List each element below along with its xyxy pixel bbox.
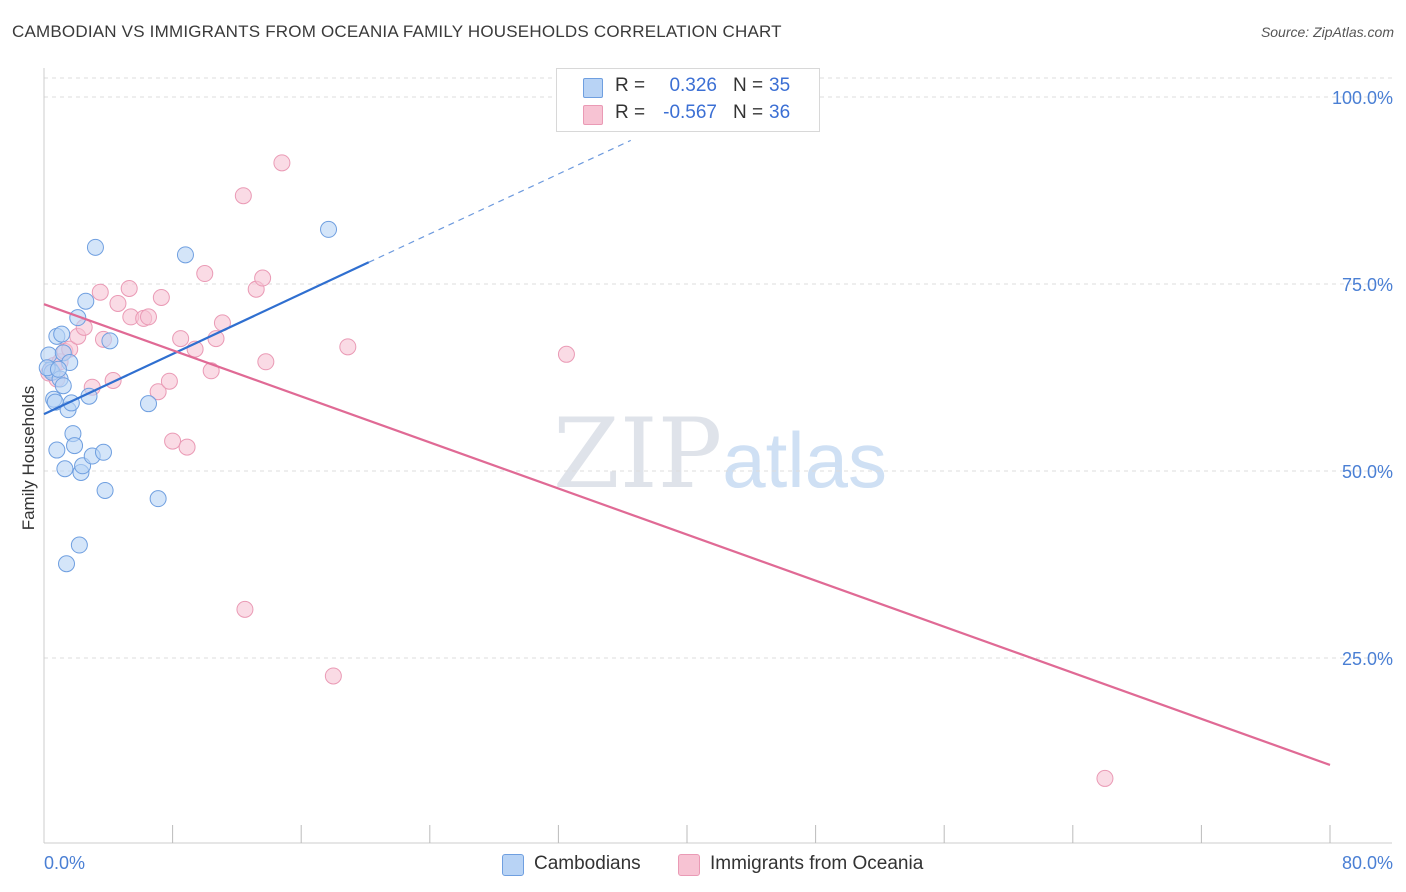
legend-swatch-blue	[502, 854, 524, 876]
cambodian-point	[77, 292, 95, 310]
cambodian-point	[54, 377, 72, 395]
cambodian-point	[149, 490, 167, 508]
cambodian-point	[320, 220, 338, 238]
legend-n-value: 35	[769, 75, 791, 96]
correlation-legend: R = 0.326 N = 35 R = -0.567 N = 36	[556, 68, 820, 132]
cambodian-point	[139, 395, 157, 413]
legend-r-value: 0.326	[669, 75, 717, 96]
legend-swatch-pink	[678, 854, 700, 876]
oceania-trend-line	[43, 303, 1331, 766]
series-oceania-points	[40, 154, 1114, 787]
axes	[43, 68, 1392, 844]
oceania-point	[104, 371, 122, 389]
oceania-point	[202, 362, 220, 380]
legend-label-cambodians: Cambodians	[534, 853, 641, 874]
cambodian-point	[58, 555, 76, 573]
cambodian-point	[66, 437, 84, 455]
cambodian-point	[48, 441, 66, 459]
grid-lines	[44, 77, 1392, 659]
legend-swatch-pink	[583, 105, 603, 125]
watermark-atlas: atlas	[722, 416, 887, 504]
y-tick-label: 75.0%	[1342, 275, 1393, 295]
oceania-point	[149, 383, 167, 401]
oceania-point	[196, 265, 214, 283]
y-tick-label: 100.0%	[1332, 88, 1393, 108]
cambodian-point	[96, 481, 114, 499]
cambodian-point	[56, 460, 74, 478]
cambodian-point	[49, 360, 67, 378]
cambodian-point	[101, 332, 119, 350]
oceania-point	[164, 432, 182, 450]
legend-r-label: R =	[615, 102, 646, 123]
legend-n-label: N =	[733, 75, 764, 96]
oceania-point	[339, 338, 357, 356]
watermark-zip: ZIP	[553, 398, 723, 510]
cambodian-point	[176, 246, 194, 264]
oceania-point	[152, 288, 170, 306]
oceania-point	[109, 294, 127, 312]
y-axis-label: Family Households	[19, 386, 38, 531]
cambodians-trend-line	[43, 261, 370, 416]
oceania-point	[257, 353, 275, 371]
oceania-point	[120, 279, 138, 297]
oceania-point	[273, 154, 291, 172]
cambodians-trend-extension	[368, 139, 631, 263]
y-tick-label: 25.0%	[1342, 649, 1393, 669]
cambodian-point	[86, 238, 104, 256]
x-tick-label-max: 80.0%	[1342, 853, 1393, 873]
oceania-point	[324, 667, 342, 685]
legend-r-value: -0.567	[663, 102, 717, 123]
cambodian-point	[70, 536, 88, 554]
source-label: Source: ZipAtlas.com	[1260, 24, 1394, 40]
chart-title: CAMBODIAN VS IMMIGRANTS FROM OCEANIA FAM…	[12, 22, 782, 41]
oceania-point	[160, 372, 178, 390]
series-legend: Cambodians Immigrants from Oceania	[0, 852, 1406, 878]
oceania-point	[139, 308, 157, 326]
watermark: ZIPatlas	[553, 398, 887, 510]
legend-r-label: R =	[615, 75, 646, 96]
cambodian-point	[69, 309, 87, 327]
oceania-point	[254, 269, 272, 287]
oceania-point	[178, 438, 196, 456]
x-tick-label-min: 0.0%	[44, 853, 85, 873]
cambodian-point	[94, 443, 112, 461]
y-tick-label: 50.0%	[1342, 462, 1393, 482]
legend-n-label: N =	[733, 102, 764, 123]
oceania-point	[236, 600, 254, 618]
legend-n-value: 36	[769, 102, 791, 123]
cambodian-point	[53, 325, 71, 343]
oceania-point	[1096, 769, 1114, 787]
legend-label-oceania: Immigrants from Oceania	[710, 853, 924, 874]
oceania-point	[91, 283, 109, 301]
oceania-point	[234, 187, 252, 205]
oceania-point	[557, 345, 575, 363]
trend-lines	[43, 139, 1331, 766]
oceania-point	[172, 330, 190, 348]
legend-swatch-blue	[583, 78, 603, 98]
tick-labels: 25.0% 50.0% 75.0% 100.0% 0.0% 80.0%	[44, 88, 1393, 873]
